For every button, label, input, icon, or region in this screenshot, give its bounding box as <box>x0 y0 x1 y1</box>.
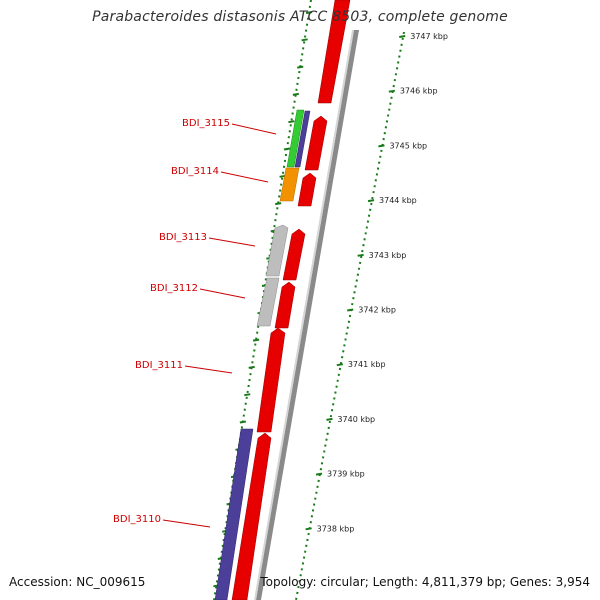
gene-label-text: BDI_3114 <box>171 166 219 177</box>
ruler-kbp-label: 3742 kbp <box>358 306 396 315</box>
outer-ring-dash <box>244 393 251 397</box>
gene-label-bdi-3111: BDI_3111 <box>135 360 233 374</box>
ruler-tick <box>388 89 396 93</box>
gene-bar-bdi-3110-purple <box>214 428 254 600</box>
accession-text: Accession: NC_009615 <box>9 575 146 589</box>
ruler-tick <box>367 199 375 203</box>
outer-ring-dash <box>283 147 291 151</box>
ruler-kbp-label: 3738 kbp <box>317 524 355 533</box>
map-title: Parabacteroides distasonis ATCC 8503, co… <box>92 9 508 25</box>
gene-label-text: BDI_3110 <box>113 514 161 525</box>
ruler-kbp-label: 3744 kbp <box>379 196 417 205</box>
ruler-dotted-ring <box>295 31 405 600</box>
outer-ring-dash <box>301 38 308 42</box>
backbone-highlight <box>254 30 354 600</box>
outer-ring-dash <box>275 202 282 206</box>
gene-bar-bdi-3115-purple <box>294 110 311 168</box>
outer-ring-dash <box>292 92 299 96</box>
gene-bar-bdi-3113-grey <box>265 224 289 277</box>
gene-bar-bdi-3112-grey <box>256 277 280 327</box>
ruler-kbp-label: 3747 kbp <box>410 32 448 41</box>
ruler-tick <box>347 308 354 312</box>
gene-bar-bdi-3114-orange <box>279 167 300 202</box>
gene-label-bdi-3113: BDI_3113 <box>159 232 256 247</box>
gene-arrow-3115 <box>304 115 328 171</box>
ruler-kbp-label: 3746 kbp <box>400 87 438 96</box>
backbone-line <box>256 30 359 600</box>
outer-ring-dash <box>288 120 295 124</box>
gene-label-bdi-3110: BDI_3110 <box>113 514 211 528</box>
gene-arrow-upper <box>317 0 351 104</box>
ruler-tick <box>315 472 323 476</box>
gene-arrow-3111 <box>256 327 286 433</box>
gene-label-text: BDI_3115 <box>182 118 230 129</box>
gene-label-text: BDI_3112 <box>150 283 198 294</box>
outer-ring-dash <box>305 11 313 14</box>
gene-arrow-3114 <box>297 172 317 207</box>
outer-ring-dash <box>239 420 247 424</box>
ruler-tick <box>357 253 364 257</box>
ruler-kbp-label: 3741 kbp <box>348 360 386 369</box>
ruler-kbp-label: 3740 kbp <box>337 415 375 424</box>
outer-ring-dash <box>252 338 260 342</box>
ruler-kbp-label: 3745 kbp <box>389 141 427 150</box>
ruler-tick <box>378 144 385 148</box>
ruler-tick <box>326 417 333 421</box>
gene-bar-bdi-3115-green <box>286 109 305 168</box>
gene-arrow-3110 <box>231 432 272 600</box>
ruler-tick <box>305 527 312 531</box>
genome-summary-text: Topology: circular; Length: 4,811,379 bp… <box>260 575 590 589</box>
gene-label-text: BDI_3111 <box>135 360 183 371</box>
gene-label-text: BDI_3113 <box>159 232 207 243</box>
gene-label-bdi-3115: BDI_3115 <box>182 118 277 135</box>
ruler-tick <box>336 363 343 367</box>
gene-label-bdi-3114: BDI_3114 <box>171 166 269 183</box>
ruler-tick <box>399 35 406 38</box>
outer-ring-dash <box>248 365 255 369</box>
ruler-kbp-label: 3739 kbp <box>327 470 365 479</box>
ruler-ticks: 3747 kbp 3746 kbp 3745 kbp 3744 kbp 3743 kbp… <box>305 32 448 533</box>
gene-arrow-3113 <box>282 228 306 281</box>
gene-arrow-3112 <box>274 281 296 329</box>
outer-ring-dash <box>297 65 304 69</box>
ruler-kbp-label: 3743 kbp <box>369 251 407 260</box>
gene-label-bdi-3112: BDI_3112 <box>150 283 246 299</box>
